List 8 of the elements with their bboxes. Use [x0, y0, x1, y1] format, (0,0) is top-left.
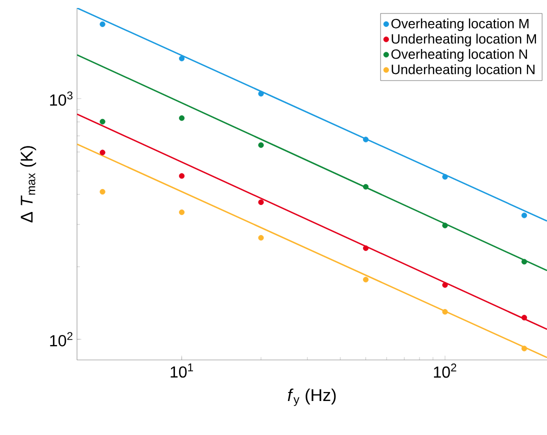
- x-axis-title: f$_{y}$ (Hz): [288, 388, 336, 406]
- y-axis-title: Δ T$_{max}$ (K): [20, 146, 36, 222]
- x-tick-label: 10$^{1}$: [170, 364, 193, 378]
- legend-label: Overheating location M: [391, 18, 528, 32]
- y-tick-label: 10$^{3}$: [50, 91, 72, 106]
- legend-label: Underheating location N: [392, 64, 534, 77]
- legend-label: Overheating location N: [391, 49, 527, 62]
- legend-label: Underheating location M: [392, 34, 536, 46]
